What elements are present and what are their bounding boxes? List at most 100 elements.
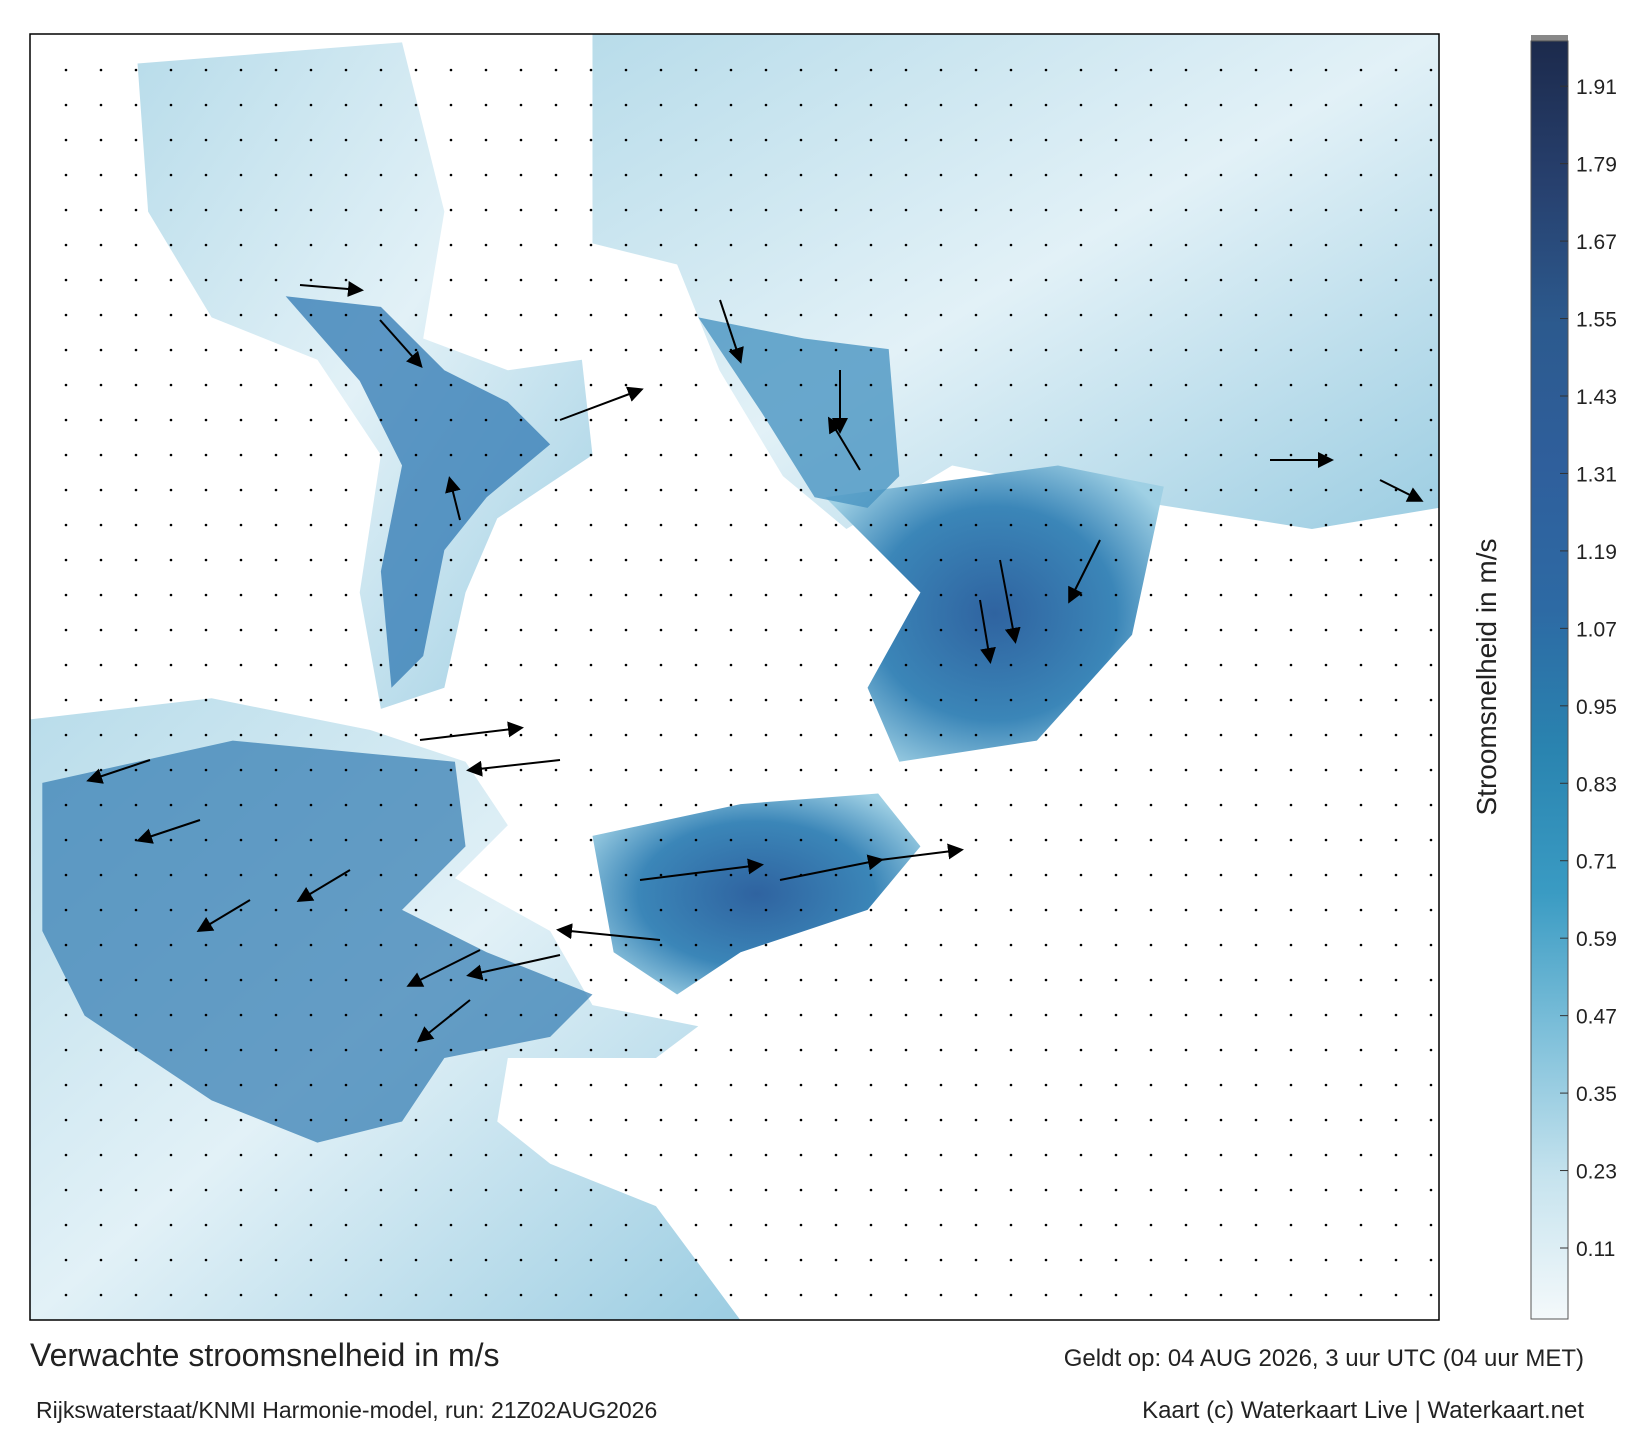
- colorbar-tick-label: 0.47: [1576, 1006, 1617, 1029]
- grid-dot: [1254, 978, 1258, 982]
- grid-dot: [169, 768, 173, 772]
- grid-dot: [99, 1048, 103, 1052]
- grid-dot: [1184, 278, 1188, 282]
- grid-dot: [589, 243, 593, 247]
- grid-dot: [1219, 313, 1223, 317]
- current-arrow: [419, 721, 524, 741]
- grid-dot: [659, 68, 663, 72]
- grid-dot: [869, 1083, 873, 1087]
- grid-dot: [449, 68, 453, 72]
- grid-dot: [834, 278, 838, 282]
- grid-dot: [624, 488, 628, 492]
- grid-dot: [239, 383, 243, 387]
- grid-dot: [589, 733, 593, 737]
- grid-dot: [239, 733, 243, 737]
- grid-dot: [449, 278, 453, 282]
- grid-dot: [729, 523, 733, 527]
- grid-dot: [694, 768, 698, 772]
- grid-dot: [1219, 278, 1223, 282]
- grid-dot: [519, 313, 523, 317]
- colorbar-tick-label: 0.35: [1576, 1083, 1617, 1106]
- grid-dot: [1114, 628, 1118, 632]
- grid-dot: [869, 558, 873, 562]
- grid-dot: [589, 908, 593, 912]
- grid-dot: [659, 453, 663, 457]
- grid-dot: [134, 768, 138, 772]
- grid-dot: [274, 1013, 278, 1017]
- grid-dot: [729, 663, 733, 667]
- grid-dot: [834, 488, 838, 492]
- grid-dot: [344, 278, 348, 282]
- grid-dot: [834, 1153, 838, 1157]
- grid-dot: [344, 138, 348, 142]
- grid-dot: [1044, 873, 1048, 877]
- grid-dot: [1254, 1048, 1258, 1052]
- grid-dot: [799, 383, 803, 387]
- grid-dot: [169, 138, 173, 142]
- grid-dot: [1219, 628, 1223, 632]
- grid-dot: [904, 978, 908, 982]
- subtitle: Rijkswaterstaat/KNMI Harmonie-model, run…: [36, 1397, 657, 1423]
- grid-dot: [204, 313, 208, 317]
- grid-dot: [64, 173, 68, 177]
- grid-dot: [624, 733, 628, 737]
- grid-dot: [1079, 558, 1083, 562]
- grid-dot: [1219, 383, 1223, 387]
- grid-dot: [309, 523, 313, 527]
- grid-dot: [1114, 1293, 1118, 1297]
- grid-dot: [309, 383, 313, 387]
- grid-dot: [414, 1013, 418, 1017]
- grid-dot: [99, 1223, 103, 1227]
- grid-dot: [1359, 768, 1363, 772]
- grid-dot: [274, 453, 278, 457]
- grid-dot: [484, 698, 488, 702]
- grid-dot: [414, 803, 418, 807]
- grid-dot: [1324, 1083, 1328, 1087]
- grid-dot: [904, 243, 908, 247]
- grid-dot: [974, 453, 978, 457]
- grid-dot: [1289, 208, 1293, 212]
- grid-dot: [414, 1083, 418, 1087]
- grid-dot: [834, 628, 838, 632]
- grid-dot: [99, 103, 103, 107]
- grid-dot: [799, 453, 803, 457]
- current-grid: [64, 68, 1433, 1297]
- grid-dot: [1079, 628, 1083, 632]
- grid-dot: [169, 1258, 173, 1262]
- grid-dot: [589, 873, 593, 877]
- grid-dot: [1044, 1083, 1048, 1087]
- grid-dot: [1184, 418, 1188, 422]
- grid-dot: [939, 313, 943, 317]
- grid-dot: [1184, 663, 1188, 667]
- grid-dot: [379, 663, 383, 667]
- grid-dot: [1289, 348, 1293, 352]
- grid-dot: [1184, 803, 1188, 807]
- grid-dot: [1219, 558, 1223, 562]
- title: Verwachte stroomsnelheid in m/s: [30, 1337, 500, 1373]
- grid-dot: [659, 1083, 663, 1087]
- grid-dot: [904, 103, 908, 107]
- grid-dot: [869, 1013, 873, 1017]
- grid-dot: [1429, 418, 1433, 422]
- grid-dot: [694, 313, 698, 317]
- grid-dot: [1429, 173, 1433, 177]
- grid-dot: [519, 558, 523, 562]
- grid-dot: [1429, 978, 1433, 982]
- grid-dot: [414, 558, 418, 562]
- grid-dot: [239, 138, 243, 142]
- grid-dot: [1394, 803, 1398, 807]
- grid-dot: [624, 1013, 628, 1017]
- grid-dot: [134, 348, 138, 352]
- grid-dot: [1429, 1118, 1433, 1122]
- colorbar-tick-label: 0.59: [1576, 928, 1617, 951]
- grid-dot: [1324, 138, 1328, 142]
- grid-dot: [904, 1013, 908, 1017]
- grid-dot: [589, 978, 593, 982]
- grid-dot: [1289, 1048, 1293, 1052]
- grid-dot: [729, 243, 733, 247]
- grid-dot: [624, 1188, 628, 1192]
- grid-dot: [764, 873, 768, 877]
- grid-dot: [904, 1048, 908, 1052]
- grid-dot: [1149, 383, 1153, 387]
- grid-dot: [484, 208, 488, 212]
